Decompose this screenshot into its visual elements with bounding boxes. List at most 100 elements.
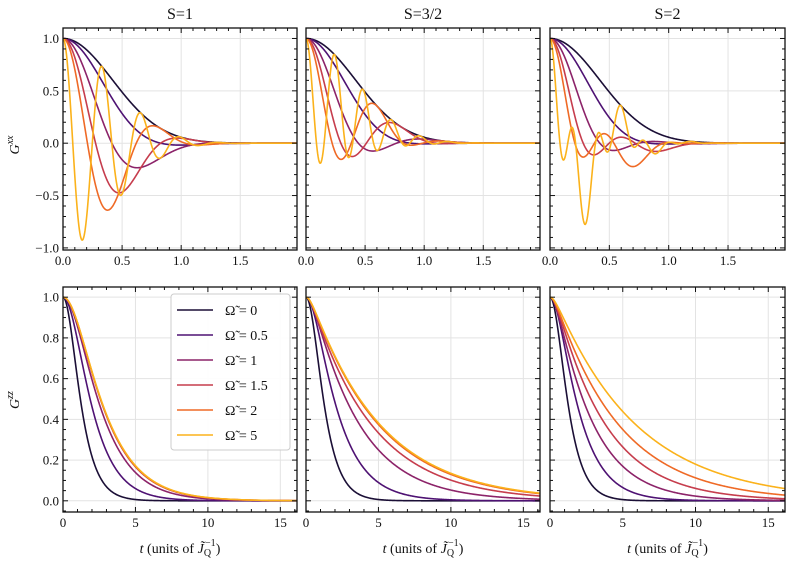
x-tick-label: 0.0 [55,253,71,268]
x-tick-label: 15 [762,515,775,530]
xlabel-var: t [140,542,145,557]
legend-item: Ω̃ = 1 [177,354,257,369]
series-line-omega-1 [63,37,297,169]
y-tick-label: −0.5 [35,188,59,203]
xlabel-subscript: Q [447,548,455,559]
xlabel-superscript: −1 [448,538,459,549]
xlabel-symbol: J̃ [441,541,449,557]
y-tick-label: 0.4 [43,412,60,427]
y-tick-label: −1.0 [35,240,59,255]
series-line-omega-1_5 [550,296,785,500]
legend-label: Ω̃ = 5 [225,429,257,444]
x-axis-label: t (units of J̃Q−1) [627,538,708,559]
series-line-omega-0_5 [63,37,297,146]
series-line-omega-0_5 [550,296,785,502]
xlabel-superscript: −1 [205,538,216,549]
series-line-omega-1 [306,296,540,501]
ylabel-base: G [8,399,23,409]
legend-label: Ω̃ = 0 [225,304,257,319]
legend-label: Ω̃ = 1 [225,354,257,369]
ylabel-base: G [8,144,23,154]
x-tick-label: 1.0 [173,253,189,268]
subplot-title: S=2 [655,6,681,23]
x-tick-label: 0.5 [601,253,617,268]
x-tick-label: 5 [132,515,139,530]
xlabel-prefix: (units of [631,542,685,557]
x-tick-label: 0.5 [114,253,130,268]
subplot-title: S=3/2 [404,6,442,23]
legend-item: Ω̃ = 2 [177,404,257,419]
series-line-omega-0 [550,296,785,502]
legend-label: Ω̃ = 2 [225,404,257,419]
x-tick-label: 0 [60,515,67,530]
series-line-omega-5 [550,37,785,226]
axes-frame [549,286,786,513]
series-group [306,37,540,165]
series-line-omega-2 [306,296,540,495]
legend-item: Ω̃ = 5 [177,429,257,444]
xlabel-subscript: Q [691,548,699,559]
subplot-top-1: 0.0 0.5 1.0 1.5 −1.0 −0.5 0.0 0.5 1.0 S=1 [35,6,298,268]
x-tick-label: 0.0 [542,253,558,268]
xlabel-suffix: ) [216,542,221,557]
x-tick-label: 0 [547,515,554,530]
series-line-omega-1_5 [306,296,540,497]
x-tick-label: 0 [303,515,310,530]
series-line-omega-5 [550,296,785,490]
x-tick-label: 5 [375,515,382,530]
x-tick-label: 1.0 [661,253,677,268]
series-line-omega-2 [63,37,297,211]
axes-frame [305,27,541,251]
ylabel-superscript: zz [5,391,16,400]
x-tick-label: 10 [201,515,214,530]
legend-item: Ω̃ = 0.5 [177,329,268,344]
y-tick-label: 0.6 [43,371,60,386]
xlabel-prefix: (units of [144,542,198,557]
series-group [63,37,297,242]
xlabel-var: t [627,542,632,557]
axes-frame [305,286,541,513]
series-line-omega-0_5 [306,296,540,502]
x-tick-label: 0.0 [298,253,314,268]
series-line-omega-5 [63,296,297,502]
xlabel-var: t [383,542,388,557]
y-tick-label: 1.0 [43,290,59,305]
y-axis-label-bottom: Gzz [5,391,23,409]
series-group [306,296,540,502]
series-line-omega-1 [550,37,785,152]
x-tick-label: 1.0 [416,253,432,268]
legend-label: Ω̃ = 0.5 [225,329,268,344]
series-line-omega-5 [63,37,297,242]
x-tick-label: 10 [689,515,702,530]
xlabel-prefix: (units of [387,542,441,557]
axes-frame [62,286,298,513]
xlabel-suffix: ) [459,542,464,557]
x-tick-label: 1.5 [475,253,491,268]
subplot-bottom-2: 0 5 10 15 t (units of J̃Q−1) [303,286,541,559]
axes-frame [62,27,298,251]
x-tick-label: 15 [517,515,530,530]
y-tick-label: 1.0 [43,31,59,46]
legend-box [170,293,291,451]
axes-frame [549,27,786,251]
series-line-omega-1 [306,37,540,152]
x-tick-label: 5 [620,515,627,530]
y-tick-label: 0.0 [43,136,59,151]
ylabel-superscript: xx [5,135,16,145]
y-tick-label: 0.8 [43,330,59,345]
y-tick-label: 0.2 [43,453,59,468]
xlabel-symbol: J̃ [198,541,206,557]
series-line-omega-1 [550,296,785,502]
y-tick-label: 0.0 [43,493,59,508]
series-line-omega-5 [306,296,540,494]
x-axis-label: t (units of J̃Q−1) [383,538,464,559]
legend-item: Ω̃ = 1.5 [177,379,268,394]
xlabel-superscript: −1 [693,538,704,549]
legend: Ω̃ = 0 Ω̃ = 0.5 Ω̃ = 1 Ω̃ = 1.5 Ω̃ = 2 Ω̃ = 5 [170,293,291,451]
xlabel-symbol: J̃ [685,541,693,557]
y-tick-label: 0.5 [43,83,59,98]
x-tick-label: 15 [274,515,287,530]
legend-label: Ω̃ = 1.5 [225,379,268,394]
x-axis-label: t (units of J̃Q−1) [140,538,221,559]
